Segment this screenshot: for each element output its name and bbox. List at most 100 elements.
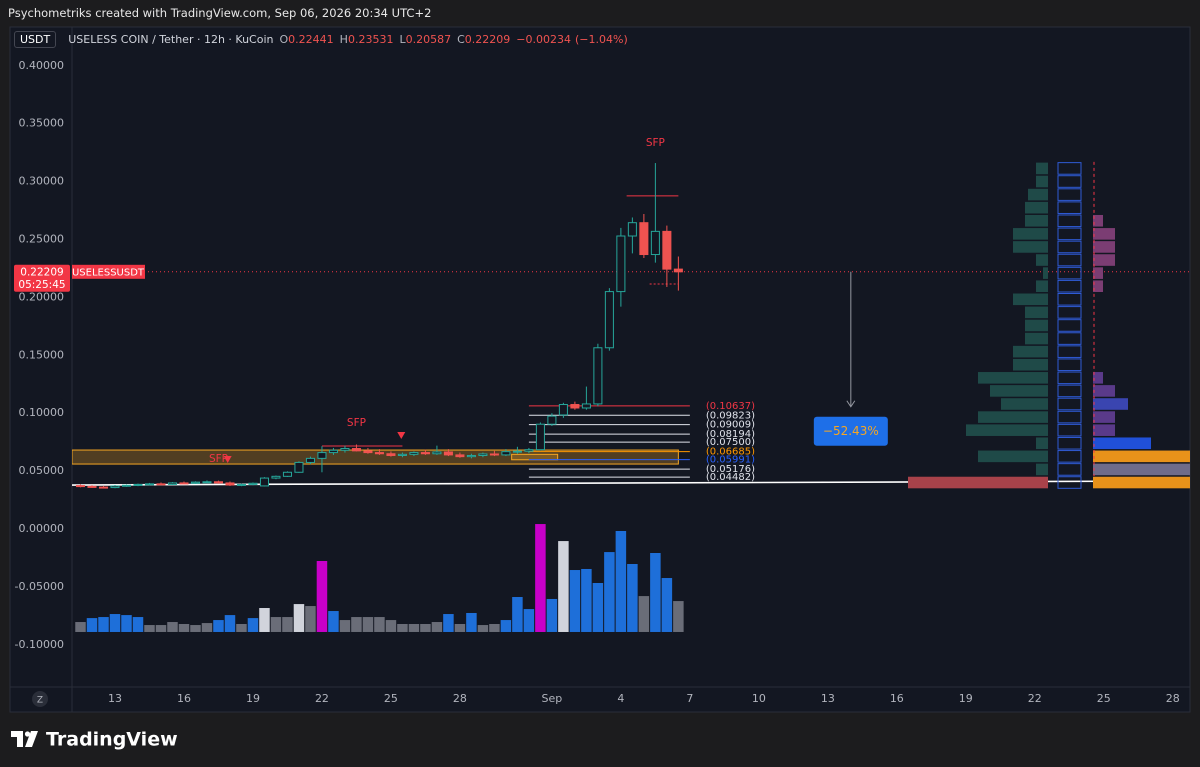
measure-box bbox=[813, 416, 888, 446]
profile-left bbox=[966, 424, 1048, 436]
profile-left bbox=[1028, 188, 1048, 201]
candle-body bbox=[604, 291, 614, 349]
volume-bar bbox=[558, 541, 569, 632]
candle-body bbox=[121, 484, 132, 487]
candle-body bbox=[593, 347, 603, 405]
level-label: (0.09009) bbox=[706, 420, 755, 431]
candle-body bbox=[432, 451, 442, 455]
level-label: (0.05991) bbox=[706, 455, 755, 466]
zone bbox=[511, 453, 559, 461]
profile-row-box bbox=[1057, 358, 1082, 372]
profile-right bbox=[1093, 214, 1103, 227]
profile-left bbox=[1025, 201, 1048, 214]
profile-left bbox=[1036, 175, 1048, 188]
x-tick-label: 22 bbox=[1028, 692, 1042, 705]
candle-body bbox=[581, 403, 591, 409]
x-tick-label: 16 bbox=[890, 692, 904, 705]
candle-body bbox=[466, 454, 476, 458]
candle-body bbox=[363, 450, 373, 454]
volume-bar bbox=[144, 625, 155, 632]
profile-left bbox=[1043, 267, 1048, 279]
candle-body bbox=[351, 448, 361, 452]
candle-body bbox=[397, 453, 407, 456]
volume-bar bbox=[454, 623, 466, 632]
volume-bar bbox=[259, 608, 270, 632]
candle-body bbox=[294, 461, 304, 473]
volume-bar bbox=[282, 617, 293, 632]
candle-body bbox=[409, 452, 419, 455]
candle-body bbox=[213, 481, 224, 484]
ohlc-value: 0.22209 bbox=[464, 33, 511, 46]
profile-row-box bbox=[1057, 384, 1082, 398]
volume-bar bbox=[489, 623, 500, 632]
volume-bar bbox=[581, 568, 592, 632]
candle-body bbox=[110, 485, 120, 489]
credit: Psychometriks created with TradingView.c… bbox=[8, 6, 432, 20]
x-tick-label: 16 bbox=[177, 692, 191, 705]
profile-left bbox=[1001, 398, 1048, 410]
profile-right bbox=[1093, 463, 1190, 476]
candle-body bbox=[501, 451, 511, 456]
y-tick-label: 0.10000 bbox=[19, 406, 65, 419]
volume-bar bbox=[351, 617, 362, 632]
brand-name: TradingView bbox=[46, 729, 178, 751]
price-tag-box bbox=[14, 264, 70, 292]
volume-bar bbox=[420, 623, 431, 632]
candle-body bbox=[133, 483, 143, 486]
z-button[interactable] bbox=[32, 691, 48, 707]
profile-row-box bbox=[1057, 397, 1082, 411]
volume-bar bbox=[477, 625, 489, 632]
candle-body bbox=[340, 448, 350, 451]
profile-left bbox=[978, 411, 1048, 423]
volume-bar bbox=[466, 612, 477, 632]
profile-left bbox=[1013, 241, 1048, 253]
volume-bar bbox=[121, 615, 132, 632]
price-tag-countdown: 05:25:45 bbox=[18, 279, 65, 291]
z-button-label[interactable]: Z bbox=[37, 696, 43, 706]
volume-bar bbox=[305, 606, 316, 632]
volume-bar bbox=[213, 620, 224, 632]
profile-right bbox=[1093, 411, 1115, 423]
ohlc-key: L bbox=[399, 33, 406, 46]
annotation: SFP bbox=[646, 137, 665, 149]
candle-body bbox=[236, 483, 246, 486]
profile-right bbox=[1093, 372, 1103, 384]
volume-bar bbox=[673, 601, 684, 632]
profile-left bbox=[978, 372, 1048, 384]
volume-bar bbox=[546, 598, 558, 632]
candle-body bbox=[374, 452, 384, 455]
candle-body bbox=[443, 451, 453, 456]
profile-row-box bbox=[1057, 319, 1082, 332]
x-tick-label: 22 bbox=[315, 692, 329, 705]
candle-body bbox=[627, 222, 637, 237]
profile-row-box bbox=[1057, 188, 1082, 201]
x-tick-label: 25 bbox=[1097, 692, 1111, 705]
y-tick-label: 0.30000 bbox=[19, 175, 65, 188]
currency[interactable]: USDT bbox=[14, 31, 57, 48]
profile-row-box bbox=[1057, 175, 1082, 188]
measure-label: −52.43% bbox=[823, 424, 879, 438]
volume-bar bbox=[569, 570, 581, 632]
profile-left bbox=[978, 450, 1048, 463]
x-tick-label: 19 bbox=[959, 692, 973, 705]
profile-right bbox=[1093, 450, 1190, 463]
profile-left bbox=[1036, 463, 1048, 476]
volume-bar bbox=[86, 618, 98, 632]
level-label: (0.06685) bbox=[706, 447, 755, 458]
candle-body bbox=[305, 457, 315, 463]
volume-bar bbox=[236, 623, 247, 632]
volume-bar bbox=[328, 611, 339, 632]
profile-right bbox=[1093, 385, 1115, 397]
ohlc-value: 0.23531 bbox=[347, 33, 394, 46]
level-label: (0.07500) bbox=[706, 437, 755, 448]
volume-bar bbox=[523, 609, 535, 632]
candle-body bbox=[547, 415, 557, 425]
profile-right bbox=[1093, 280, 1103, 293]
profile-left bbox=[1036, 162, 1048, 175]
x-tick-label: Sep bbox=[542, 692, 563, 705]
candle-body bbox=[455, 454, 465, 458]
volume-bar bbox=[397, 623, 408, 632]
profile-row-box bbox=[1057, 253, 1082, 267]
x-tick-label: 4 bbox=[617, 692, 624, 705]
volume-bar bbox=[98, 617, 109, 632]
